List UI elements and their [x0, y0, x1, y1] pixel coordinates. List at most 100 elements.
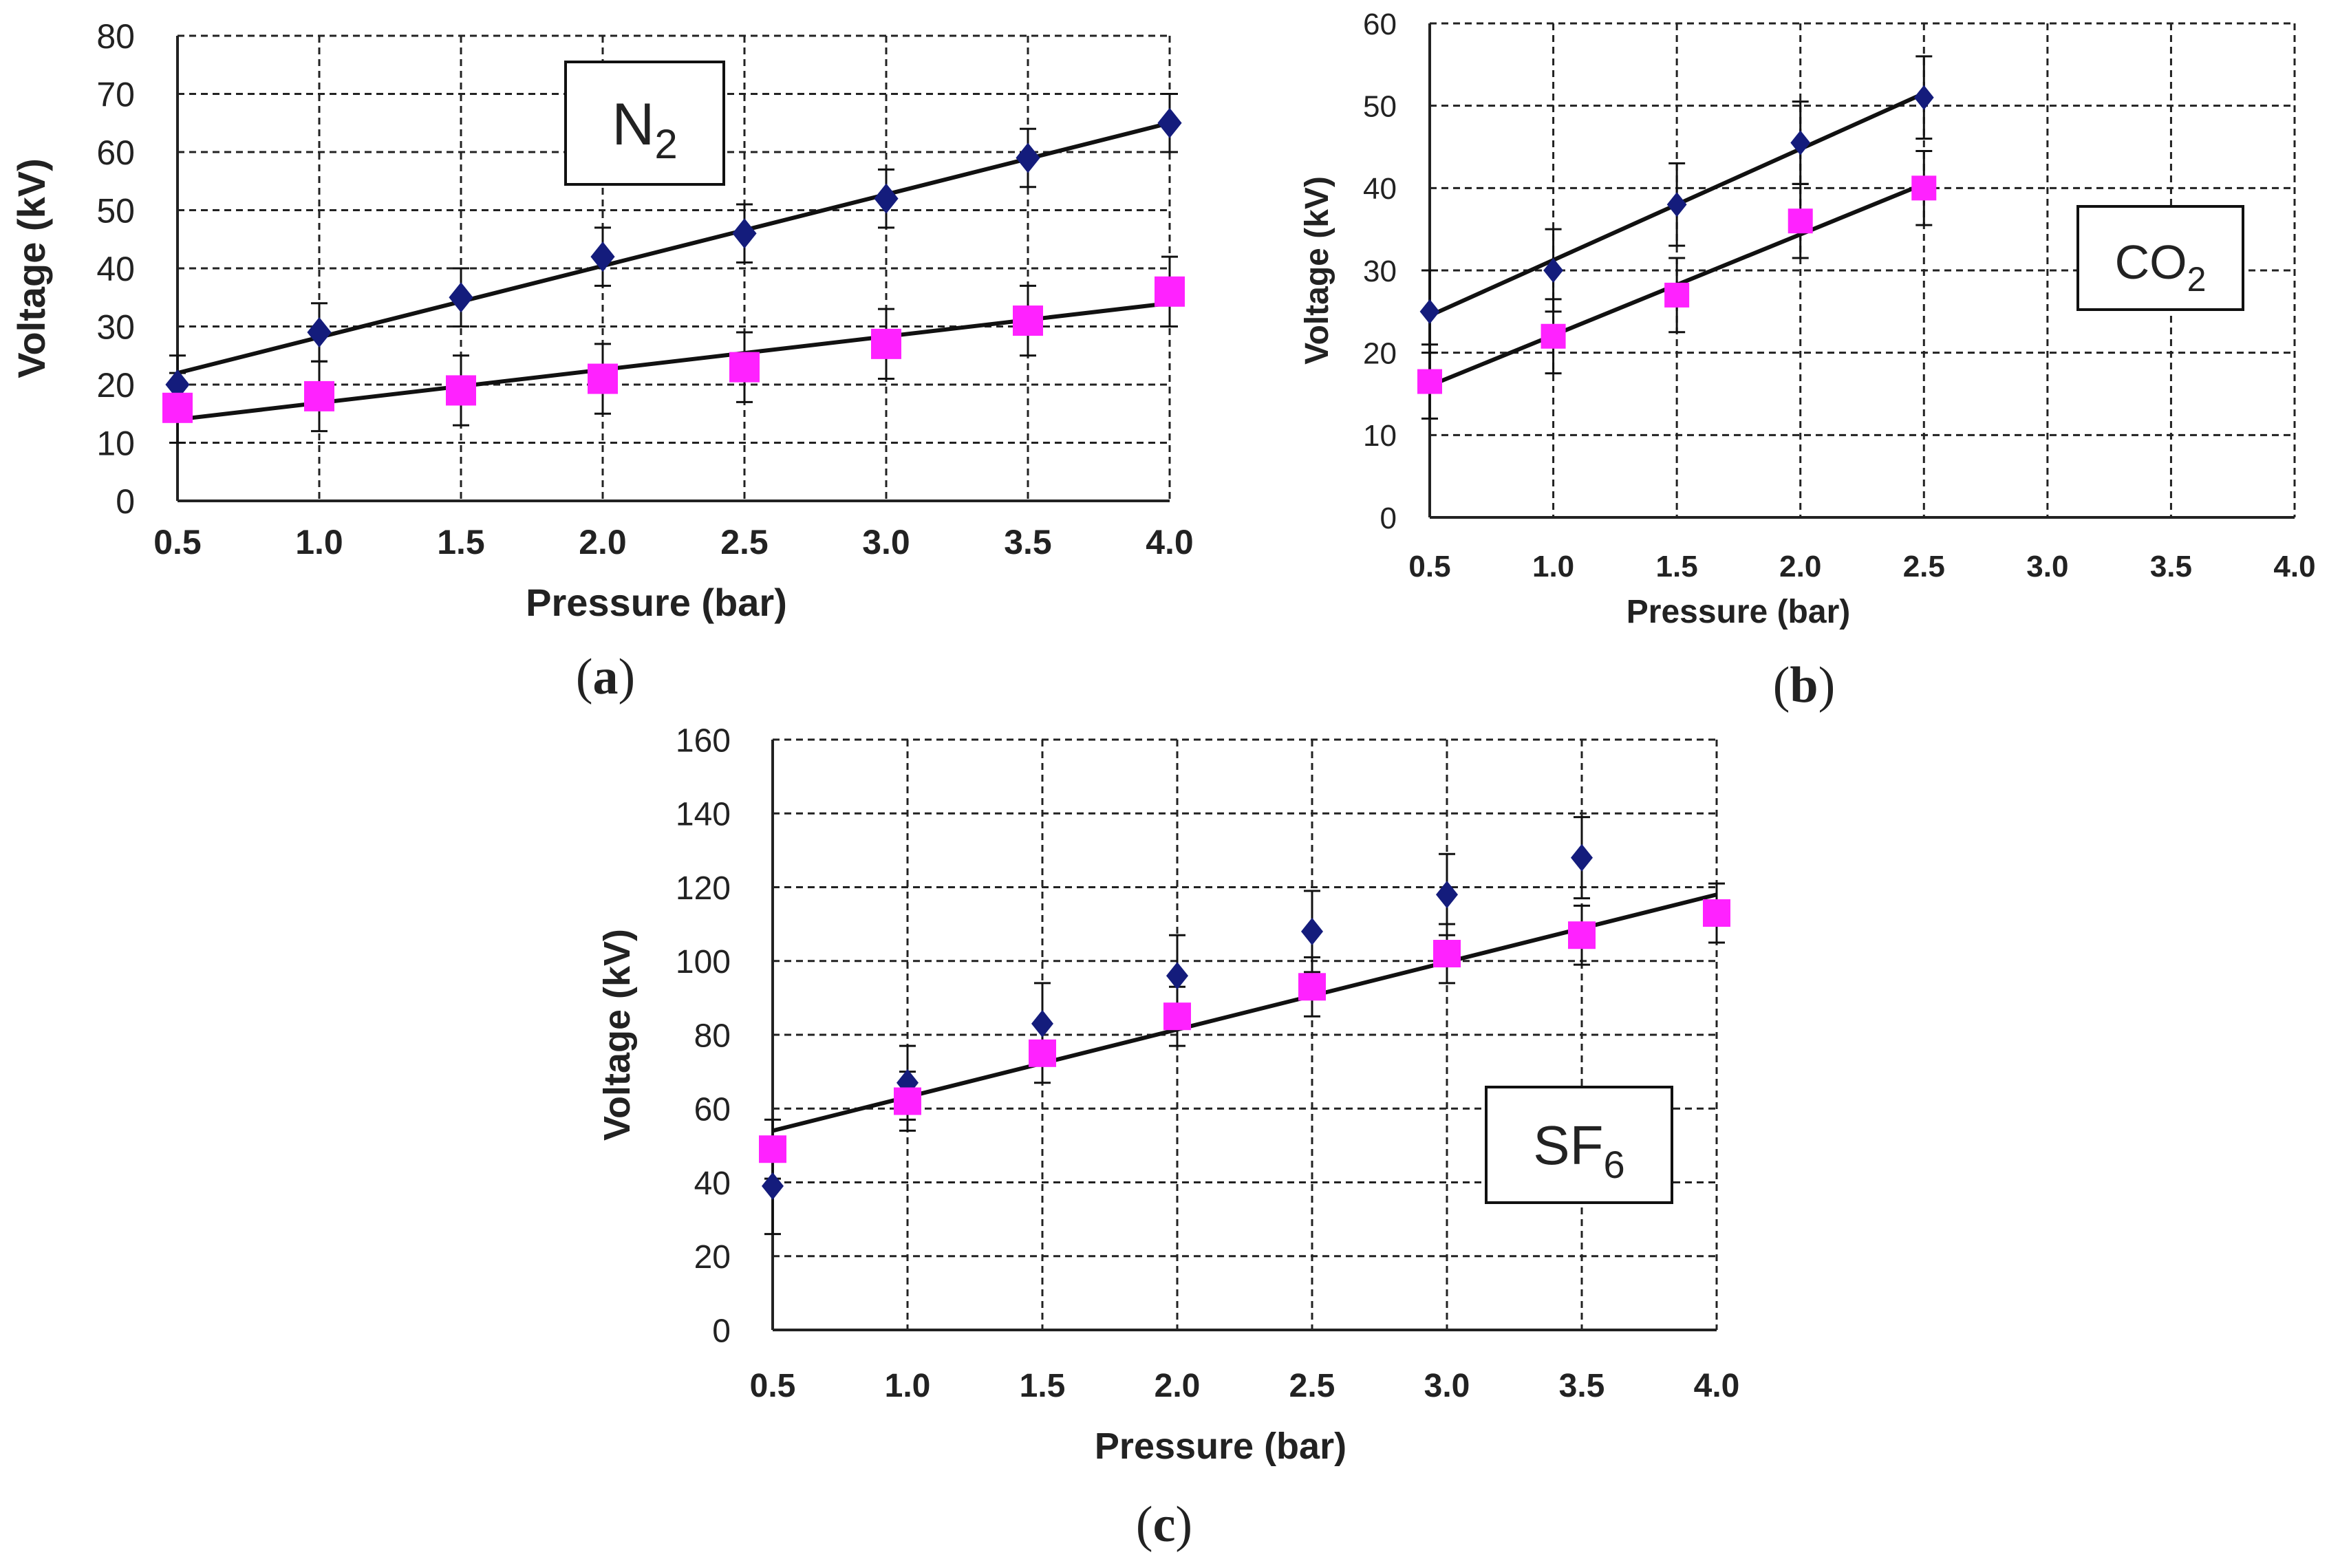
data-point-b-series-square-2: [1664, 282, 1690, 308]
x-tick-label-a-4: 2.5: [720, 523, 769, 561]
x-tick-label-a-1: 1.0: [295, 523, 343, 561]
data-point-a-series-square-2: [446, 375, 476, 406]
panel-label-a: a: [593, 649, 619, 705]
y-tick-labels-c: 0 20 40 60 80 100 120 140 160: [676, 722, 731, 1349]
y-axis-label-a: Voltage (kV): [10, 158, 53, 378]
y-tick-label-c-6: 120: [676, 870, 731, 907]
fit-lines-c: [772, 892, 1717, 1133]
markers-c: [759, 844, 1730, 1200]
y-tick-label-c-8: 160: [676, 722, 731, 759]
data-point-a-series-diamond-6: [1016, 142, 1040, 173]
x-tick-label-b-6: 3.5: [2150, 550, 2192, 583]
y-tick-label-c-7: 140: [676, 797, 731, 833]
y-tick-label-a-7: 70: [96, 76, 135, 114]
fit-lines-a: [177, 120, 1170, 422]
x-axis-label-b: Pressure (bar): [1627, 594, 1850, 630]
gas-label-box-a: N2: [564, 61, 725, 186]
error-bars-b: [1421, 55, 1933, 420]
y-tick-label-b-2: 20: [1363, 337, 1397, 371]
x-tick-label-b-7: 4.0: [2273, 550, 2315, 583]
data-point-a-series-square-0: [162, 392, 193, 423]
data-point-c-series-diamond-2: [1031, 1009, 1053, 1038]
y-tick-label-c-2: 40: [694, 1166, 731, 1202]
y-axis-label-b: Voltage (kV): [1299, 176, 1335, 365]
x-tick-label-c-5: 3.0: [1424, 1368, 1470, 1404]
data-point-a-series-diamond-3: [590, 241, 615, 272]
gas-label-box-b: CO2: [2076, 205, 2244, 311]
data-point-b-series-diamond-1: [1543, 258, 1563, 283]
data-point-b-series-square-1: [1541, 323, 1566, 349]
chart-panel-b: 0 10 20 30 40 50 60 0.5 1.0 1.5 2.0 2.5 3.0 3.5 4.0 V…: [1299, 8, 2316, 713]
data-point-c-series-diamond-4: [1301, 917, 1323, 945]
y-tick-label-a-0: 0: [116, 482, 135, 521]
x-tick-label-c-2: 1.5: [1020, 1368, 1066, 1404]
data-point-a-series-diamond-5: [874, 183, 899, 214]
x-tick-label-a-6: 3.5: [1004, 523, 1052, 561]
x-axis-label-a: Pressure (bar): [526, 581, 787, 624]
y-tick-label-c-5: 100: [676, 944, 731, 980]
data-point-c-series-square-5: [1433, 940, 1461, 968]
panel-label-b: b: [1790, 657, 1818, 713]
data-point-a-series-diamond-0: [165, 369, 190, 400]
x-tick-label-a-2: 1.5: [437, 523, 485, 561]
gas-label-base-c: SF: [1533, 1115, 1603, 1176]
y-tick-label-b-3: 30: [1363, 255, 1397, 288]
x-tick-label-c-7: 4.0: [1694, 1368, 1740, 1404]
gas-label-a: N2: [612, 92, 677, 167]
panel-caption-b: (b): [1773, 657, 1835, 713]
x-axis-label-c: Pressure (bar): [1095, 1426, 1346, 1467]
data-point-b-series-square-3: [1788, 208, 1813, 234]
gas-label-base-a: N: [612, 92, 654, 158]
gas-label-sub-c: 6: [1604, 1143, 1625, 1186]
data-point-c-series-diamond-3: [1166, 962, 1188, 990]
y-tick-label-c-4: 80: [694, 1018, 731, 1054]
panel-caption-a: (a): [576, 649, 635, 705]
data-point-c-series-square-3: [1163, 1002, 1191, 1031]
markers-a: [162, 107, 1185, 423]
y-tick-label-c-1: 20: [694, 1239, 731, 1276]
data-point-c-series-diamond-0: [762, 1172, 784, 1200]
y-axis-label-c: Voltage (kV): [597, 929, 638, 1141]
y-tick-label-b-4: 40: [1363, 172, 1397, 206]
data-point-c-series-square-0: [759, 1135, 786, 1163]
fit-line-a-series-diamond: [177, 120, 1170, 376]
data-point-c-series-square-4: [1298, 973, 1326, 1001]
panel-label-c: c: [1153, 1496, 1176, 1553]
x-tick-label-a-0: 0.5: [153, 523, 202, 561]
data-point-a-series-square-4: [729, 352, 760, 383]
y-tick-label-a-2: 20: [96, 366, 135, 405]
fit-line-c-series-square: [772, 892, 1717, 1133]
x-tick-label-c-4: 2.5: [1289, 1368, 1335, 1404]
markers-b: [1417, 85, 1937, 394]
data-point-c-series-square-1: [894, 1087, 921, 1115]
y-tick-label-a-4: 40: [96, 250, 135, 288]
x-tick-label-a-3: 2.0: [579, 523, 627, 561]
data-point-b-series-diamond-2: [1666, 192, 1687, 217]
y-tick-label-b-6: 60: [1363, 8, 1397, 41]
data-point-b-series-square-0: [1417, 369, 1442, 394]
data-point-c-series-square-2: [1029, 1039, 1056, 1067]
x-tick-label-c-1: 1.0: [885, 1368, 931, 1404]
y-tick-label-b-5: 50: [1363, 90, 1397, 124]
y-tick-labels-b: 0 10 20 30 40 50 60: [1363, 8, 1397, 535]
x-tick-label-b-2: 1.5: [1656, 550, 1698, 583]
y-tick-label-b-1: 10: [1363, 419, 1397, 453]
chart-panel-a: 0 10 20 30 40 50 60 70 80 0.5 1.0 1.5 2.0 2.5 3.0 3.5 4…: [10, 17, 1194, 705]
data-point-c-series-square-7: [1703, 899, 1730, 927]
gas-label-sub-b: 2: [2187, 260, 2207, 299]
x-tick-labels-b: 0.5 1.0 1.5 2.0 2.5 3.0 3.5 4.0: [1408, 550, 2315, 583]
data-point-a-series-square-5: [871, 328, 901, 359]
data-point-a-series-square-6: [1013, 305, 1043, 336]
data-point-a-series-square-7: [1155, 276, 1185, 307]
grid-c: [773, 738, 1718, 1330]
x-tick-labels-a: 0.5 1.0 1.5 2.0 2.5 3.0 3.5 4.0: [153, 523, 1194, 561]
data-point-c-series-diamond-5: [1436, 881, 1458, 909]
gas-label-b: CO2: [2115, 235, 2207, 299]
y-tick-label-b-0: 0: [1380, 502, 1397, 535]
gas-label-sub-a: 2: [654, 121, 677, 167]
y-tick-label-a-5: 50: [96, 192, 135, 230]
x-tick-label-b-1: 1.0: [1532, 550, 1574, 583]
data-point-b-series-square-4: [1911, 175, 1937, 201]
chart-panel-c: 0 20 40 60 80 100 120 140 160 0.5 1.0 1.5 2.0 2.5 3.0…: [597, 722, 1739, 1553]
gas-label-box-c: SF6: [1485, 1086, 1673, 1204]
